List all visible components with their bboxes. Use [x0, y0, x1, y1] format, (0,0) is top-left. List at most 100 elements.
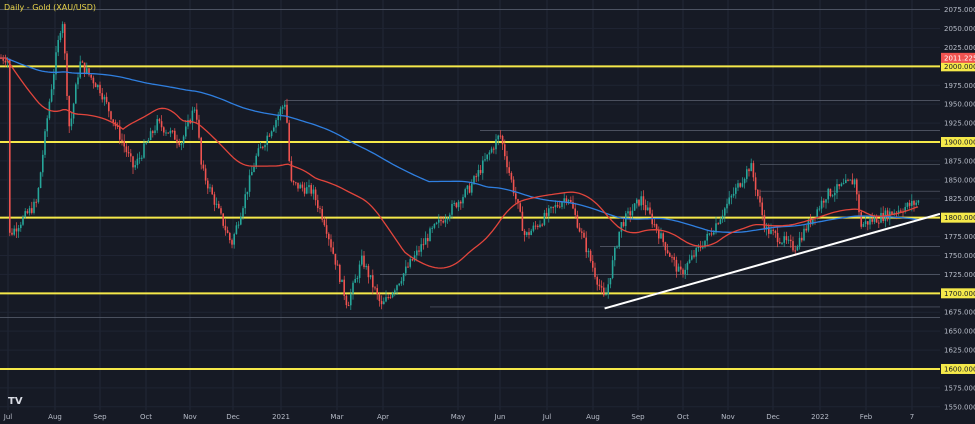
candle-body: [266, 135, 268, 145]
candle-body: [913, 200, 915, 205]
candle-body: [682, 269, 684, 275]
candle-body: [684, 269, 686, 275]
candle-body: [873, 217, 876, 222]
candle-body: [343, 279, 345, 296]
x-tick-label: Aug: [48, 413, 62, 421]
candle-body: [825, 199, 827, 203]
candle-body: [108, 102, 110, 112]
x-tick-label: Feb: [860, 413, 873, 421]
candle-body: [631, 210, 634, 216]
candle-body: [356, 277, 359, 280]
candle-body: [251, 172, 253, 176]
candle-body: [92, 77, 95, 84]
candle-body: [477, 170, 480, 177]
candle-body: [308, 185, 310, 188]
x-tick-label: Dec: [766, 413, 780, 421]
candle-body: [818, 208, 821, 210]
candle-body: [728, 197, 730, 204]
candle-body: [31, 208, 33, 213]
candle-body: [442, 221, 444, 223]
candle-body: [517, 199, 519, 204]
candle-body: [614, 247, 616, 261]
candle-body: [572, 202, 574, 209]
candle-body: [662, 233, 664, 243]
candle-body: [545, 212, 548, 216]
candle-body: [779, 242, 781, 244]
candle-body: [339, 264, 341, 282]
candle-body: [240, 216, 242, 225]
x-tick-label: Jul: [3, 413, 13, 421]
candle-body: [754, 177, 757, 190]
candle-body: [211, 187, 213, 195]
candle-body: [787, 239, 790, 241]
moving-average-long: [0, 57, 919, 233]
minor-levels: [0, 9, 940, 318]
candle-body: [42, 154, 44, 173]
y-tick-label: 1625.000: [944, 347, 975, 355]
x-tick-label: Apr: [377, 413, 389, 421]
candle-body: [475, 176, 477, 178]
candle-body: [17, 228, 20, 232]
candle-body: [374, 287, 376, 289]
candle-body: [565, 198, 568, 202]
candle-body: [460, 201, 462, 204]
candle-body: [402, 273, 405, 282]
candle-body: [559, 206, 561, 208]
y-tick-label: 1875.000: [944, 157, 975, 165]
candle-body: [83, 62, 86, 74]
candle-body: [123, 140, 125, 147]
candle-body: [523, 230, 526, 235]
candle-body: [554, 205, 557, 208]
y-tick-label: 1750.000: [944, 252, 975, 260]
candle-body: [625, 213, 627, 227]
x-tick-label: Jul: [542, 413, 552, 421]
candle-body: [869, 219, 871, 225]
candle-body: [515, 193, 517, 200]
candle-body: [182, 136, 185, 144]
candle-body: [803, 228, 805, 241]
candle-body: [673, 256, 675, 260]
candle-body: [292, 180, 295, 183]
candle-body: [222, 213, 224, 226]
candle-body: [380, 301, 383, 305]
candle-body: [286, 104, 288, 123]
candle-body: [385, 297, 387, 302]
candle-body: [15, 228, 18, 232]
candle-body: [259, 146, 262, 149]
candle-body: [880, 212, 882, 223]
candle-body: [781, 242, 783, 244]
candle-body: [449, 214, 451, 219]
candle-body: [508, 167, 510, 173]
candle-body: [246, 191, 249, 195]
candle-body: [567, 199, 570, 202]
candle-body: [325, 225, 328, 234]
candle-body: [809, 219, 812, 225]
candle-body: [237, 224, 240, 226]
candle-body: [350, 293, 352, 306]
candle-body: [464, 189, 466, 198]
candle-body: [653, 224, 656, 226]
candle-body: [191, 110, 194, 124]
candle-body: [603, 287, 605, 296]
candle-body: [171, 130, 174, 132]
candle-body: [281, 106, 284, 109]
candle-body: [332, 247, 334, 254]
level-label-box: [941, 363, 975, 374]
candle-body: [875, 217, 878, 223]
candle-body: [893, 212, 895, 215]
candle-body: [640, 196, 642, 206]
candle-body: [176, 139, 178, 143]
candle-body: [908, 202, 911, 206]
candle-body: [495, 139, 497, 150]
x-tick-label: 7: [910, 413, 914, 421]
candle-body: [541, 224, 543, 226]
candle-body: [453, 202, 455, 204]
candle-body: [378, 294, 381, 302]
candle-body: [493, 148, 495, 150]
candle-body: [534, 225, 537, 227]
candle-body: [864, 221, 867, 224]
candle-body: [218, 203, 220, 209]
candle-body: [466, 185, 469, 190]
candle-body: [361, 255, 363, 265]
candle-body: [158, 119, 161, 122]
